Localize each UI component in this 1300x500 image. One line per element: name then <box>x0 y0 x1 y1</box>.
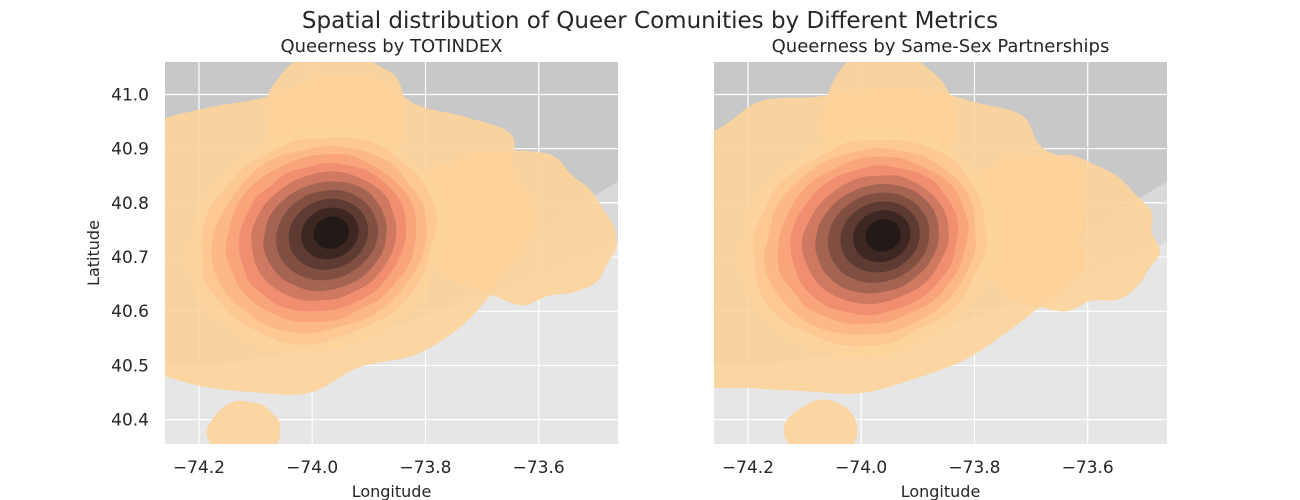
panel-totindex: −74.2 −74.0 −73.8 −73.6 40.4 40.5 40.6 40.7 40.8… <box>84 36 618 500</box>
figure-title: Spatial distribution of Queer Comunities… <box>302 8 998 34</box>
kde-secondary-region <box>402 150 617 306</box>
y-tick-label: 41.0 <box>111 86 149 106</box>
x-tick-label: −73.6 <box>1062 458 1114 478</box>
x-tick-label: −74.2 <box>173 458 225 478</box>
panel-title: Queerness by TOTINDEX <box>280 36 502 57</box>
map-area <box>714 62 1167 444</box>
kde-secondary-region <box>945 154 1161 312</box>
y-tick-label: 40.7 <box>111 248 149 268</box>
panel-same-sex-partnerships: −74.2 −74.0 −73.8 −73.6 Queerness by Same-Se… <box>714 36 1167 500</box>
x-tick-label: −73.8 <box>399 458 451 478</box>
kde-isolated-cluster <box>206 400 281 444</box>
kde-contour-level-11 <box>313 216 350 249</box>
y-axis-label: Latitude <box>84 220 103 286</box>
x-tick-label: −74.0 <box>286 458 338 478</box>
kde-contour-level-11 <box>865 219 901 252</box>
panel-title: Queerness by Same-Sex Partnerships <box>772 36 1110 57</box>
x-tick-label: −74.0 <box>835 458 887 478</box>
x-tick-label: −73.6 <box>513 458 565 478</box>
map-area <box>165 62 618 444</box>
y-tick-label: 40.8 <box>111 194 149 214</box>
x-tick-label: −74.2 <box>722 458 774 478</box>
y-tick-label: 40.6 <box>111 302 149 322</box>
y-tick-label: 40.4 <box>111 411 149 431</box>
y-tick-label: 40.9 <box>111 140 149 160</box>
x-tick-label: −73.8 <box>948 458 1000 478</box>
x-axis-label: Longitude <box>901 482 981 500</box>
x-axis-label: Longitude <box>352 482 432 500</box>
kde-isolated-cluster <box>783 399 858 444</box>
y-tick-label: 40.5 <box>111 356 149 376</box>
